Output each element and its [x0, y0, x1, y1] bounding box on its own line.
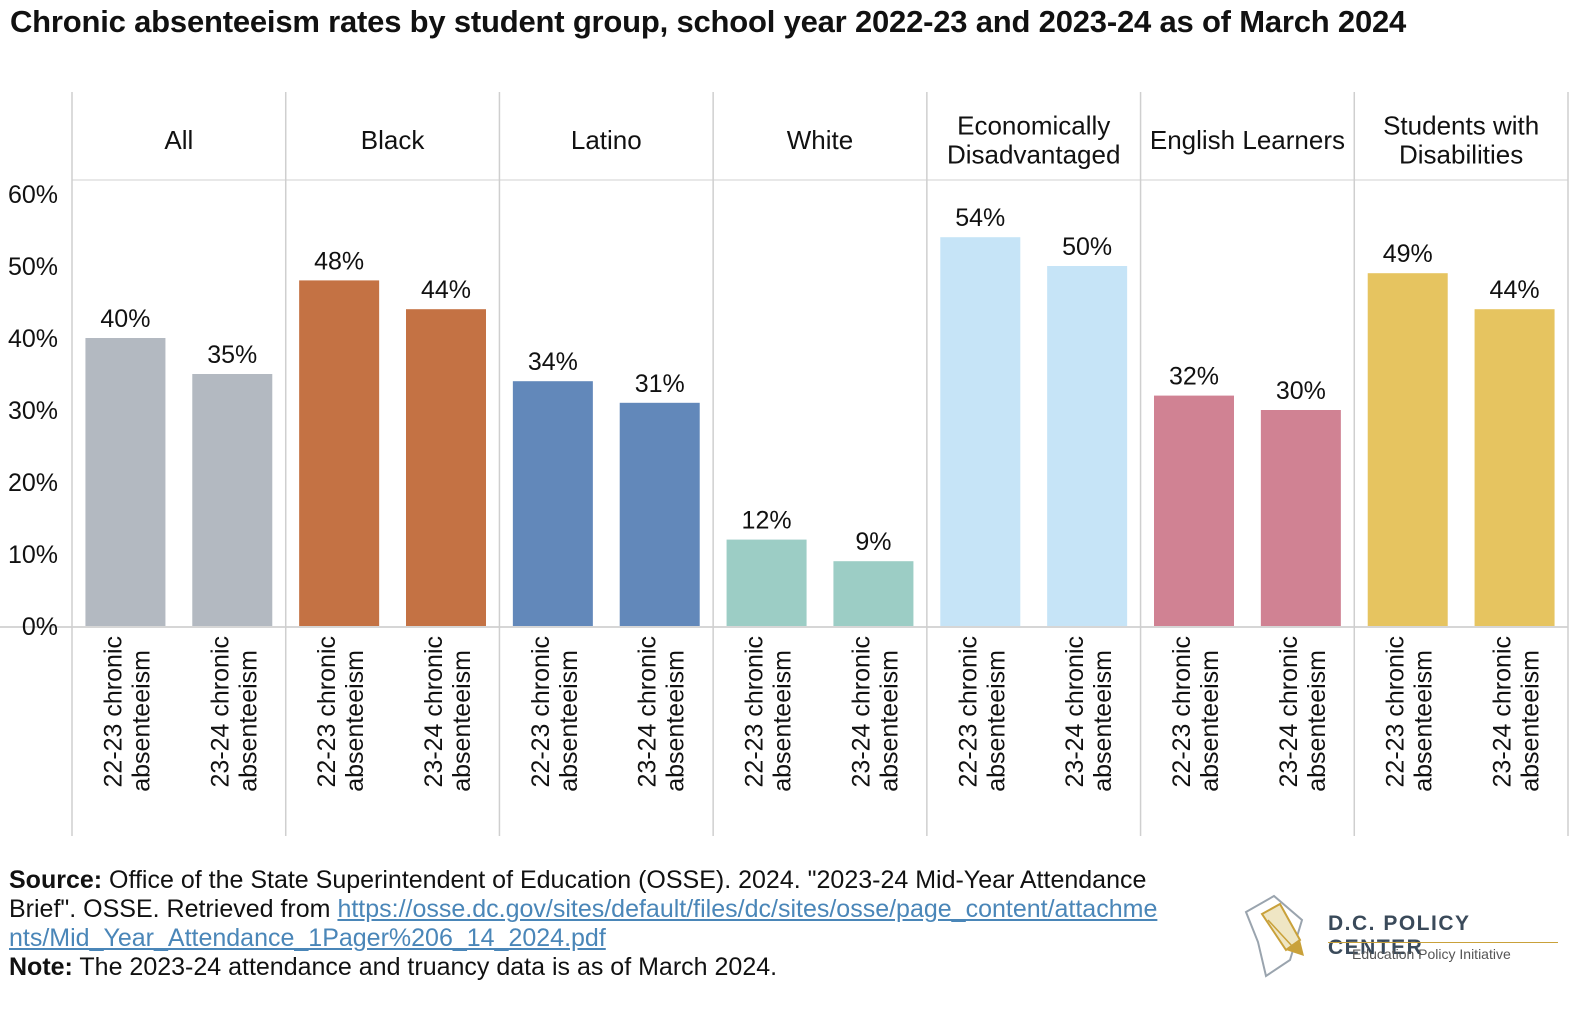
group-header: All	[164, 125, 193, 155]
group-header: Latino	[571, 125, 642, 155]
group-header: Students with Disabilities	[1383, 111, 1539, 170]
y-tick-label: 10%	[8, 541, 58, 569]
bar	[833, 561, 914, 626]
x-category-label: 23-24 chronicabsenteeism	[1061, 636, 1117, 792]
bar-value-label: 40%	[100, 305, 150, 333]
bar	[406, 309, 486, 626]
x-category-label: 23-24 chronicabsenteeism	[847, 636, 903, 792]
note-text: The 2023-24 attendance and truancy data …	[79, 953, 778, 981]
logo-name: D.C. POLICY CENTER	[1328, 912, 1471, 959]
source-text: Office of the State Superintendent of Ed…	[9, 866, 1147, 923]
bar	[726, 539, 807, 626]
logo-divider	[1328, 942, 1558, 943]
bar-value-label: 50%	[1062, 233, 1112, 261]
bar-value-label: 44%	[421, 276, 471, 304]
bar	[1474, 309, 1555, 626]
x-category-label: 22-23 chronicabsenteeism	[1168, 636, 1224, 792]
bar-value-label: 48%	[314, 247, 364, 275]
bar	[1260, 410, 1341, 626]
group-header: English Learners	[1150, 125, 1345, 155]
source-label: Source:	[9, 866, 103, 894]
y-tick-label: 60%	[8, 181, 58, 209]
pen-dc-map-icon	[1244, 894, 1304, 978]
bar	[619, 402, 700, 626]
x-category-label: 23-24 chronicabsenteeism	[206, 636, 262, 792]
x-category-label: 22-23 chronicabsenteeism	[741, 636, 797, 792]
bar-value-label: 30%	[1276, 377, 1326, 405]
bar-value-label: 49%	[1383, 240, 1433, 268]
y-tick-label: 30%	[8, 397, 58, 425]
group-header: Economically Disadvantaged	[947, 111, 1120, 170]
bar	[512, 381, 593, 626]
y-tick-label: 50%	[8, 253, 58, 281]
bar	[85, 338, 166, 626]
bar-value-label: 54%	[955, 204, 1005, 232]
bar	[1154, 395, 1234, 626]
x-category-label: 23-24 chronicabsenteeism	[420, 636, 476, 792]
x-category-label: 22-23 chronicabsenteeism	[313, 636, 369, 792]
bar-value-label: 34%	[528, 348, 578, 376]
bar-value-label: 12%	[742, 507, 792, 535]
logo-subtitle: Education Policy Initiative	[1352, 946, 1511, 962]
note-label: Note:	[9, 953, 73, 981]
source-line: Source: Office of the State Superintende…	[9, 866, 1169, 953]
x-category-label: 22-23 chronicabsenteeism	[954, 636, 1010, 792]
bar-value-label: 44%	[1490, 276, 1540, 304]
bar	[1047, 266, 1128, 626]
bar-chart: 0% 10% 20% 30% 40% 50% 60% All 40% 22-23 chronica…	[0, 92, 1569, 836]
x-category-label: 23-24 chronicabsenteeism	[634, 636, 690, 792]
y-tick-label: 20%	[8, 469, 58, 497]
bar-value-label: 32%	[1169, 363, 1219, 391]
bar	[1367, 273, 1448, 626]
bar-value-label: 31%	[635, 370, 685, 398]
x-category-label: 22-23 chronicabsenteeism	[1382, 636, 1438, 792]
group-header: White	[787, 125, 853, 155]
y-tick-label: 40%	[8, 325, 58, 353]
bar-value-label: 9%	[855, 528, 891, 556]
group-header: Black	[361, 125, 426, 155]
chart-footer: Source: Office of the State Superintende…	[9, 866, 1169, 982]
bar	[940, 237, 1021, 626]
bar-value-label: 35%	[207, 341, 257, 369]
y-tick-label: 0%	[22, 613, 58, 641]
bar	[192, 374, 273, 626]
x-category-label: 23-24 chronicabsenteeism	[1275, 636, 1331, 792]
x-category-label: 22-23 chronicabsenteeism	[527, 636, 583, 792]
source-link[interactable]: https://osse.dc.gov/sites/default/files/…	[9, 895, 1158, 952]
dc-policy-center-logo: D.C. POLICY CENTER Education Policy Init…	[1240, 890, 1570, 985]
x-category-label: 23-24 chronicabsenteeism	[1489, 636, 1545, 792]
x-category-label: 22-23 chronicabsenteeism	[99, 636, 155, 792]
bar	[299, 280, 380, 626]
chart-title: Chronic absenteeism rates by student gro…	[10, 4, 1407, 39]
note-line: Note: The 2023-24 attendance and truancy…	[9, 953, 1169, 982]
